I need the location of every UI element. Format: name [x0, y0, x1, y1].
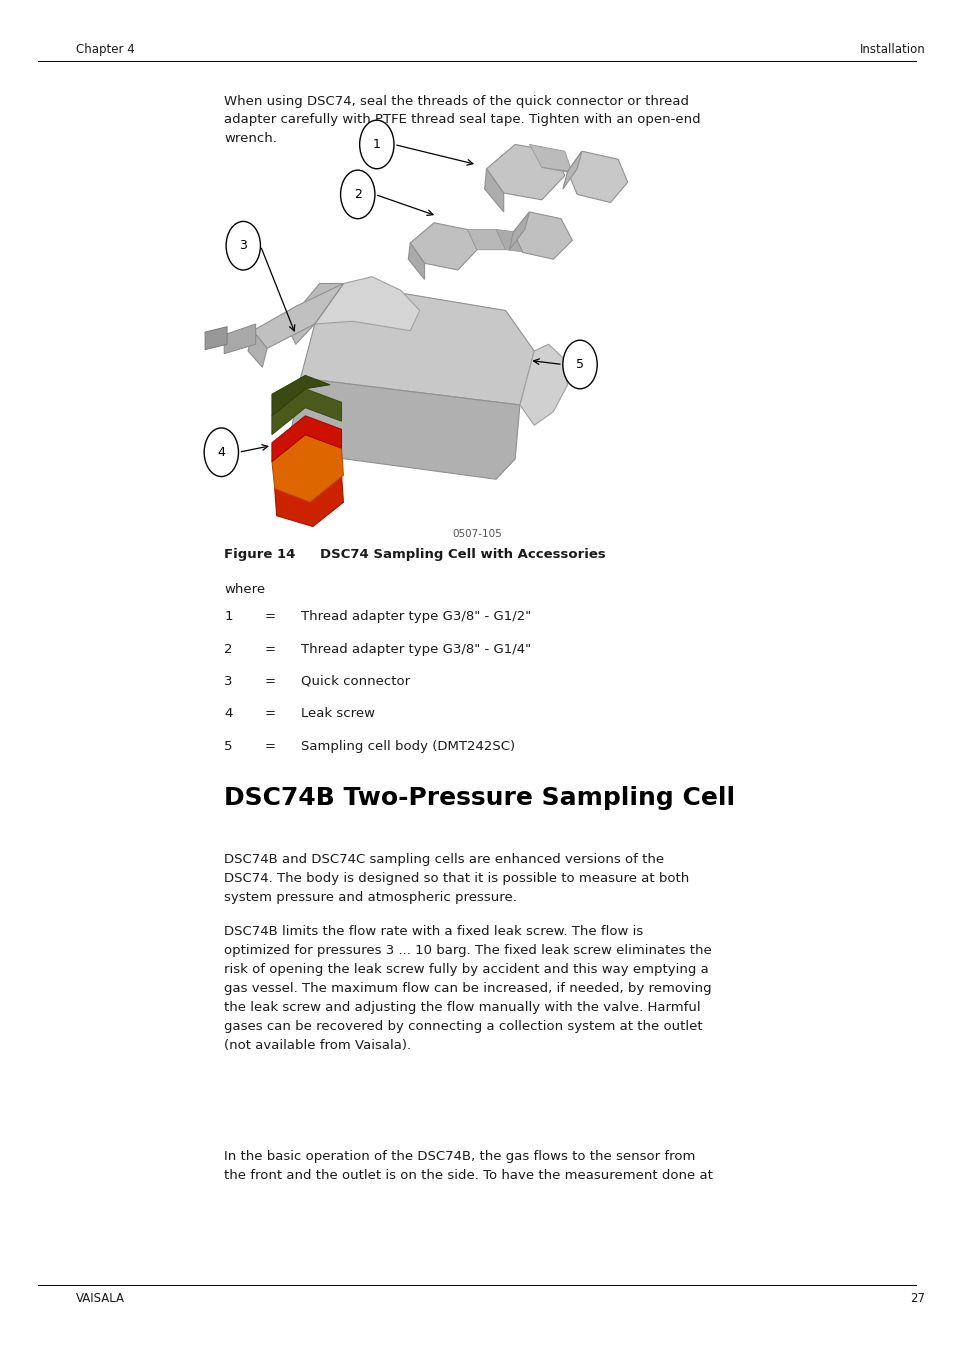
Text: 1: 1 — [224, 610, 233, 624]
Polygon shape — [562, 151, 581, 189]
Circle shape — [226, 221, 260, 270]
Text: DSC74 Sampling Cell with Accessories: DSC74 Sampling Cell with Accessories — [319, 548, 605, 562]
Text: =: = — [264, 707, 275, 721]
Text: =: = — [264, 643, 275, 656]
Circle shape — [340, 170, 375, 219]
Polygon shape — [272, 375, 330, 416]
Text: =: = — [264, 675, 275, 688]
Polygon shape — [529, 144, 572, 173]
Polygon shape — [408, 243, 424, 279]
Text: 27: 27 — [909, 1292, 924, 1305]
Text: 3: 3 — [224, 675, 233, 688]
Circle shape — [562, 340, 597, 389]
Text: 0507-105: 0507-105 — [452, 529, 501, 539]
Text: 1: 1 — [373, 138, 380, 151]
Text: Thread adapter type G3/8" - G1/2": Thread adapter type G3/8" - G1/2" — [300, 610, 530, 624]
Polygon shape — [272, 416, 341, 462]
Circle shape — [204, 428, 238, 477]
Text: Thread adapter type G3/8" - G1/4": Thread adapter type G3/8" - G1/4" — [300, 643, 530, 656]
Polygon shape — [205, 327, 227, 350]
Polygon shape — [300, 284, 534, 405]
Polygon shape — [291, 378, 519, 479]
Polygon shape — [272, 389, 341, 435]
Polygon shape — [484, 169, 503, 212]
Polygon shape — [274, 462, 343, 526]
Text: Installation: Installation — [859, 43, 924, 57]
Text: 5: 5 — [224, 740, 233, 753]
Text: 4: 4 — [217, 446, 225, 459]
Polygon shape — [467, 230, 505, 250]
Polygon shape — [513, 212, 572, 259]
Text: where: where — [224, 583, 265, 597]
Text: Figure 14: Figure 14 — [224, 548, 295, 562]
Text: 4: 4 — [224, 707, 233, 721]
Polygon shape — [410, 223, 476, 270]
Text: 3: 3 — [239, 239, 247, 252]
Text: Leak screw: Leak screw — [300, 707, 375, 721]
Text: Quick connector: Quick connector — [300, 675, 409, 688]
Polygon shape — [541, 167, 610, 178]
Polygon shape — [253, 284, 343, 348]
Text: =: = — [264, 610, 275, 624]
Text: DSC74B Two-Pressure Sampling Cell: DSC74B Two-Pressure Sampling Cell — [224, 786, 735, 810]
Polygon shape — [286, 284, 343, 344]
Text: Sampling cell body (DMT242SC): Sampling cell body (DMT242SC) — [300, 740, 514, 753]
Text: 2: 2 — [224, 643, 233, 656]
Polygon shape — [567, 151, 627, 202]
Text: In the basic operation of the DSC74B, the gas flows to the sensor from
the front: In the basic operation of the DSC74B, th… — [224, 1150, 712, 1183]
Polygon shape — [314, 277, 419, 331]
Text: When using DSC74, seal the threads of the quick connector or thread
adapter care: When using DSC74, seal the threads of th… — [224, 95, 700, 144]
Polygon shape — [248, 331, 267, 367]
Text: Chapter 4: Chapter 4 — [76, 43, 135, 57]
Polygon shape — [509, 212, 529, 250]
Polygon shape — [519, 344, 567, 425]
Circle shape — [359, 120, 394, 169]
Polygon shape — [496, 230, 538, 254]
Text: 2: 2 — [354, 188, 361, 201]
Text: VAISALA: VAISALA — [76, 1292, 125, 1305]
Polygon shape — [272, 435, 343, 502]
Text: 5: 5 — [576, 358, 583, 371]
Polygon shape — [486, 144, 564, 200]
Text: =: = — [264, 740, 275, 753]
Text: DSC74B and DSC74C sampling cells are enhanced versions of the
DSC74. The body is: DSC74B and DSC74C sampling cells are enh… — [224, 853, 689, 905]
Polygon shape — [224, 324, 255, 354]
Text: DSC74B limits the flow rate with a fixed leak screw. The flow is
optimized for p: DSC74B limits the flow rate with a fixed… — [224, 925, 711, 1052]
